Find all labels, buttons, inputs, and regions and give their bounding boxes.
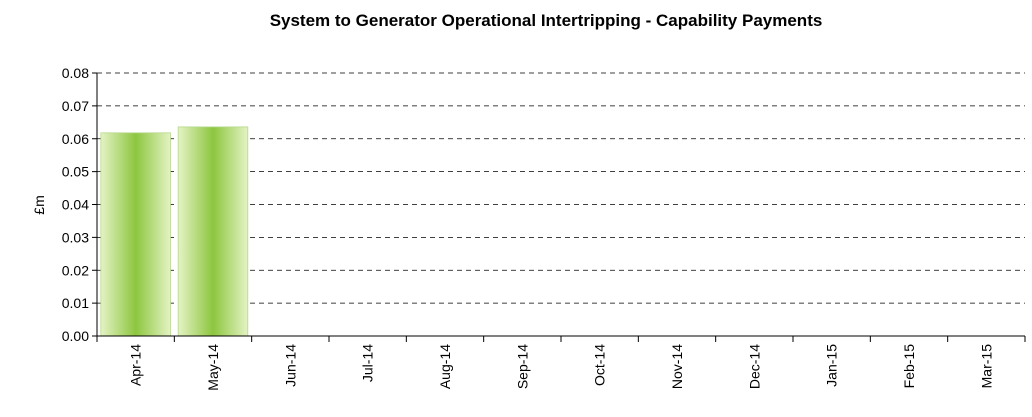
y-tick-label: 0.02 (62, 262, 89, 278)
y-tick-label: 0.06 (62, 131, 89, 147)
y-tick-label: 0.04 (62, 197, 89, 213)
bar (100, 132, 171, 337)
y-tick-label: 0.01 (62, 295, 89, 311)
x-tick-label: Jul-14 (360, 344, 376, 382)
x-tick-label: Dec-14 (746, 344, 762, 389)
x-tick-label: Nov-14 (669, 344, 685, 389)
x-tick-label: Jun-14 (282, 344, 298, 387)
y-tick-label: 0.08 (62, 65, 89, 81)
x-tick-label: Jan-15 (824, 344, 840, 387)
y-tick-label: 0.07 (62, 98, 89, 114)
x-tick-label: Feb-15 (901, 344, 917, 389)
y-tick-label: 0.00 (62, 328, 89, 344)
y-tick-label: 0.05 (62, 164, 89, 180)
x-tick-label: Oct-14 (592, 344, 608, 386)
chart-title: System to Generator Operational Intertri… (270, 11, 823, 30)
x-tick-label: Mar-15 (978, 344, 994, 389)
bar (177, 126, 249, 337)
x-tick-label: Sep-14 (514, 344, 530, 389)
x-tick-label: Apr-14 (128, 344, 144, 386)
y-axis-label: £m (31, 195, 47, 214)
x-tick-label: Aug-14 (437, 344, 453, 389)
x-tick-label: May-14 (205, 344, 221, 391)
y-tick-label: 0.03 (62, 229, 89, 245)
